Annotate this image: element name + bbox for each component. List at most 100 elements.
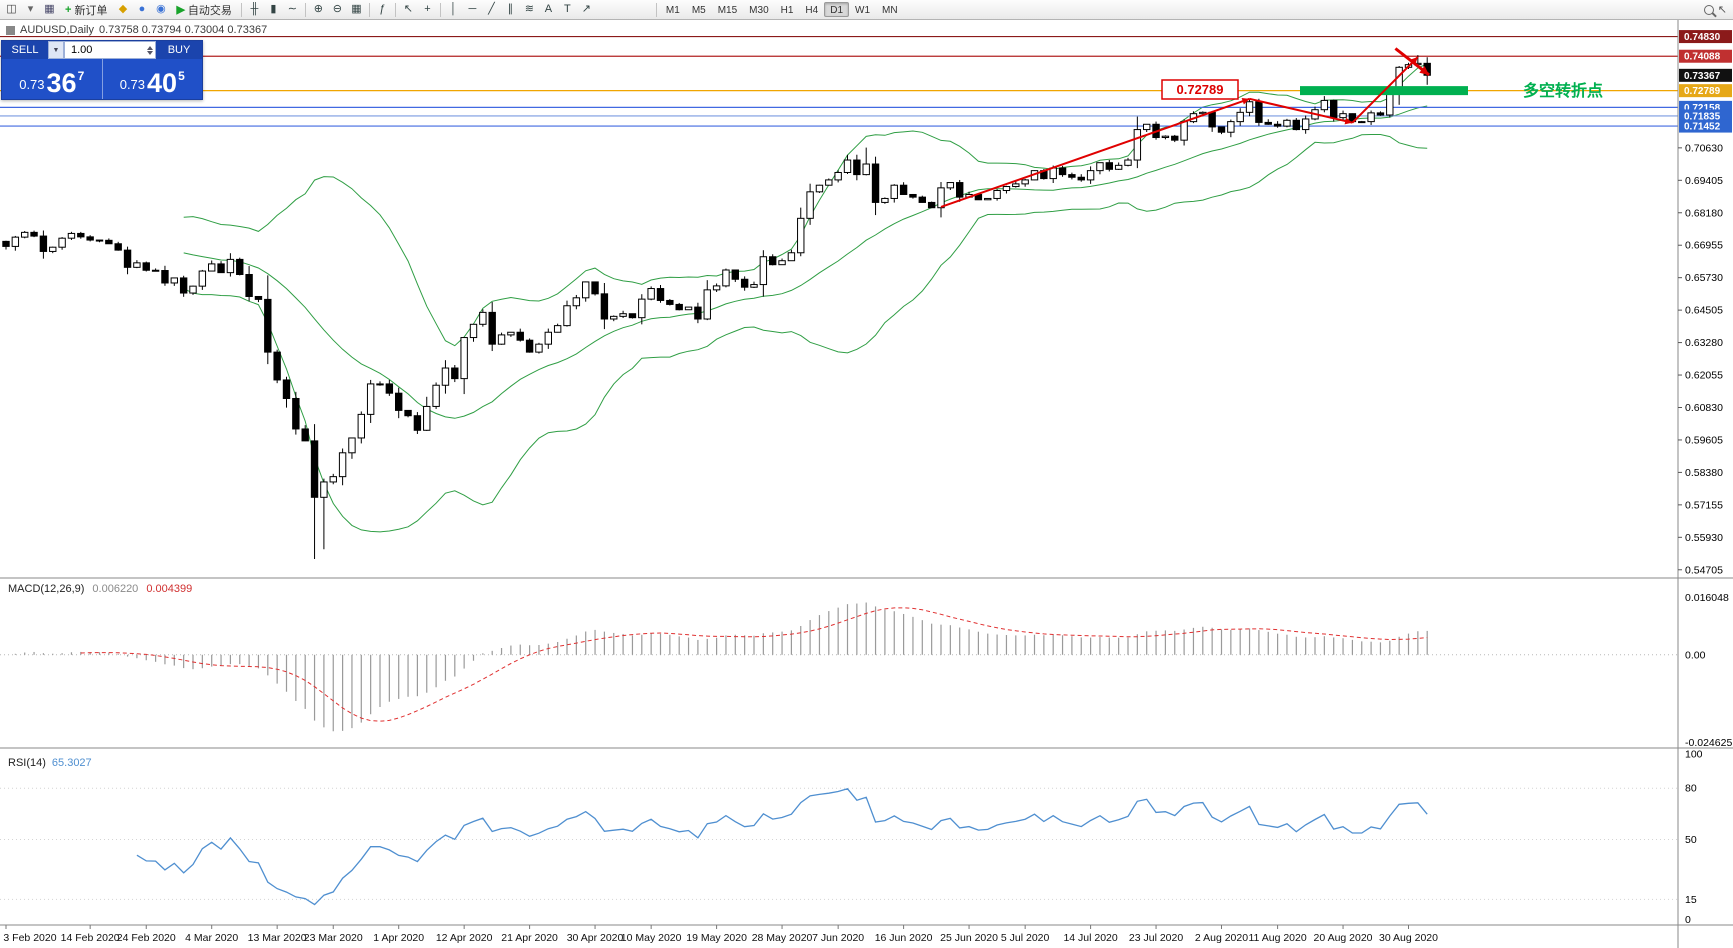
rsi-axis-label: 15 <box>1685 894 1697 906</box>
sell-button[interactable]: SELL <box>2 41 48 59</box>
buy-price-big: 40 <box>147 68 178 99</box>
candle-body <box>254 295 263 300</box>
spinner-up-icon[interactable] <box>147 45 153 50</box>
lot-size-input[interactable]: 1.00 <box>64 41 156 59</box>
price-badge <box>1679 49 1732 63</box>
label-icon[interactable]: T <box>564 3 571 15</box>
tile-windows-icon[interactable]: ▦ <box>351 3 362 15</box>
spinner-down-icon[interactable] <box>147 50 153 55</box>
toolbar-separator <box>439 2 441 17</box>
toolbar-separator <box>240 2 242 17</box>
timeframe-d1-button[interactable]: D1 <box>824 2 850 17</box>
candle-body <box>984 197 992 201</box>
candle-body <box>825 179 833 186</box>
trend-arrow-line <box>1351 56 1419 124</box>
candle-body <box>179 277 188 294</box>
macd-signal-line <box>80 607 1428 722</box>
price-axis-label: 0.69405 <box>1685 175 1723 187</box>
auto-trading-button-icon: ▶ <box>176 4 185 16</box>
toolbar-separator <box>304 2 306 17</box>
horizontal-line-icon[interactable]: ─ <box>468 3 477 15</box>
macd-indicator-label: MACD(12,26,9) 0.006220 0.004399 <box>8 583 192 595</box>
candle-body <box>1208 111 1216 128</box>
timeframe-m1-button[interactable]: M1 <box>660 2 686 17</box>
timeframe-m30-button[interactable]: M30 <box>743 2 774 17</box>
chart-symbol-label: AUDUSD,Daily <box>20 24 94 36</box>
candle-body <box>638 298 646 319</box>
channel-icon[interactable]: ∥ <box>507 3 514 15</box>
new-chart-icon[interactable]: ◫ <box>6 3 17 15</box>
macd-axis-label: -0.024625 <box>1685 737 1732 749</box>
line-chart-icon[interactable]: ∼ <box>287 3 298 15</box>
candle-body <box>395 392 403 411</box>
price-badge-label: 0.72789 <box>1684 86 1721 97</box>
candle-body <box>600 293 609 320</box>
buy-button[interactable]: BUY <box>156 41 202 59</box>
search-icon[interactable] <box>1703 4 1714 15</box>
new-order-button[interactable]: + 新订单 <box>59 0 113 19</box>
candle-body <box>1217 126 1226 133</box>
date-label: 14 Feb 2020 <box>61 932 120 944</box>
cursor-icon[interactable]: ↖ <box>403 3 414 15</box>
pointer-icon[interactable]: ↖ <box>1717 4 1727 16</box>
date-label: 20 Aug 2020 <box>1314 932 1373 944</box>
signals-icon[interactable]: ◉ <box>156 3 166 15</box>
price-badge <box>1679 30 1732 44</box>
candle-body <box>1199 111 1207 115</box>
timeframe-h4-button[interactable]: H4 <box>799 2 824 17</box>
price-axis-label: 0.64505 <box>1685 305 1723 317</box>
buy-price-button[interactable]: 0.73 40 5 <box>103 59 203 99</box>
sell-price-button[interactable]: 0.73 36 7 <box>2 59 103 99</box>
candle-body <box>750 284 758 288</box>
profiles-icon[interactable]: ▦ <box>44 3 55 15</box>
timeframe-mn-button[interactable]: MN <box>876 2 904 17</box>
date-label: 30 Apr 2020 <box>567 932 624 944</box>
auto-trading-button[interactable]: ▶ 自动交易 <box>170 0 237 19</box>
timeframe-m5-button[interactable]: M5 <box>686 2 712 17</box>
chart-dropdown-caret[interactable]: ▾ <box>27 3 34 15</box>
chart-title: AUDUSD,Daily 0.73758 0.73794 0.73004 0.7… <box>6 24 267 36</box>
rsi-axis-label: 50 <box>1685 834 1697 846</box>
timeframe-h1-button[interactable]: H1 <box>775 2 800 17</box>
trendline-icon[interactable]: ╱ <box>488 3 495 15</box>
candle-body <box>722 269 730 287</box>
lot-spinner[interactable] <box>147 45 153 55</box>
candlestick-icon[interactable]: ▮ <box>270 3 277 15</box>
text-icon[interactable]: A <box>544 3 553 15</box>
candle-body <box>170 277 179 284</box>
candle-body <box>759 256 768 286</box>
rsi-axis-label: 100 <box>1685 749 1703 761</box>
timeframe-w1-button[interactable]: W1 <box>849 2 876 17</box>
bar-chart-icon[interactable]: ╫ <box>250 3 259 15</box>
date-label: 4 Mar 2020 <box>185 932 238 944</box>
zoom-out-icon[interactable]: ⊖ <box>332 3 343 15</box>
vertical-line-icon[interactable]: │ <box>449 3 457 15</box>
candle-body <box>806 191 814 219</box>
sell-price-pip: 7 <box>77 69 85 83</box>
candle-body <box>1161 135 1170 139</box>
candle-body <box>1330 99 1338 119</box>
candle-body <box>787 252 796 262</box>
date-label: 25 Jun 2020 <box>940 932 998 944</box>
fibonacci-icon[interactable]: ≋ <box>524 3 535 15</box>
compass-icon[interactable]: ◆ <box>118 3 128 15</box>
candle-body <box>871 163 880 203</box>
market-icon[interactable]: ● <box>138 3 146 15</box>
order-type-caret[interactable]: ▼ <box>48 41 64 59</box>
arrows-icon[interactable]: ↗ <box>581 3 592 15</box>
candle-body <box>39 235 48 252</box>
price-badge <box>1679 68 1732 82</box>
macd-axis-label: 0.00 <box>1685 649 1706 661</box>
candle-body <box>151 269 160 272</box>
indicators-icon[interactable]: ƒ <box>379 3 386 15</box>
candle-body <box>1283 119 1291 127</box>
price-badge-label: 0.74830 <box>1684 32 1721 43</box>
buy-price-prefix: 0.73 <box>119 77 146 92</box>
timeframe-m15-button[interactable]: M15 <box>712 2 743 17</box>
candle-body <box>956 182 964 198</box>
candle-body <box>95 239 104 242</box>
crosshair-icon[interactable]: + <box>424 3 431 15</box>
zoom-in-icon[interactable]: ⊕ <box>313 3 324 15</box>
candle-body <box>2 240 10 247</box>
